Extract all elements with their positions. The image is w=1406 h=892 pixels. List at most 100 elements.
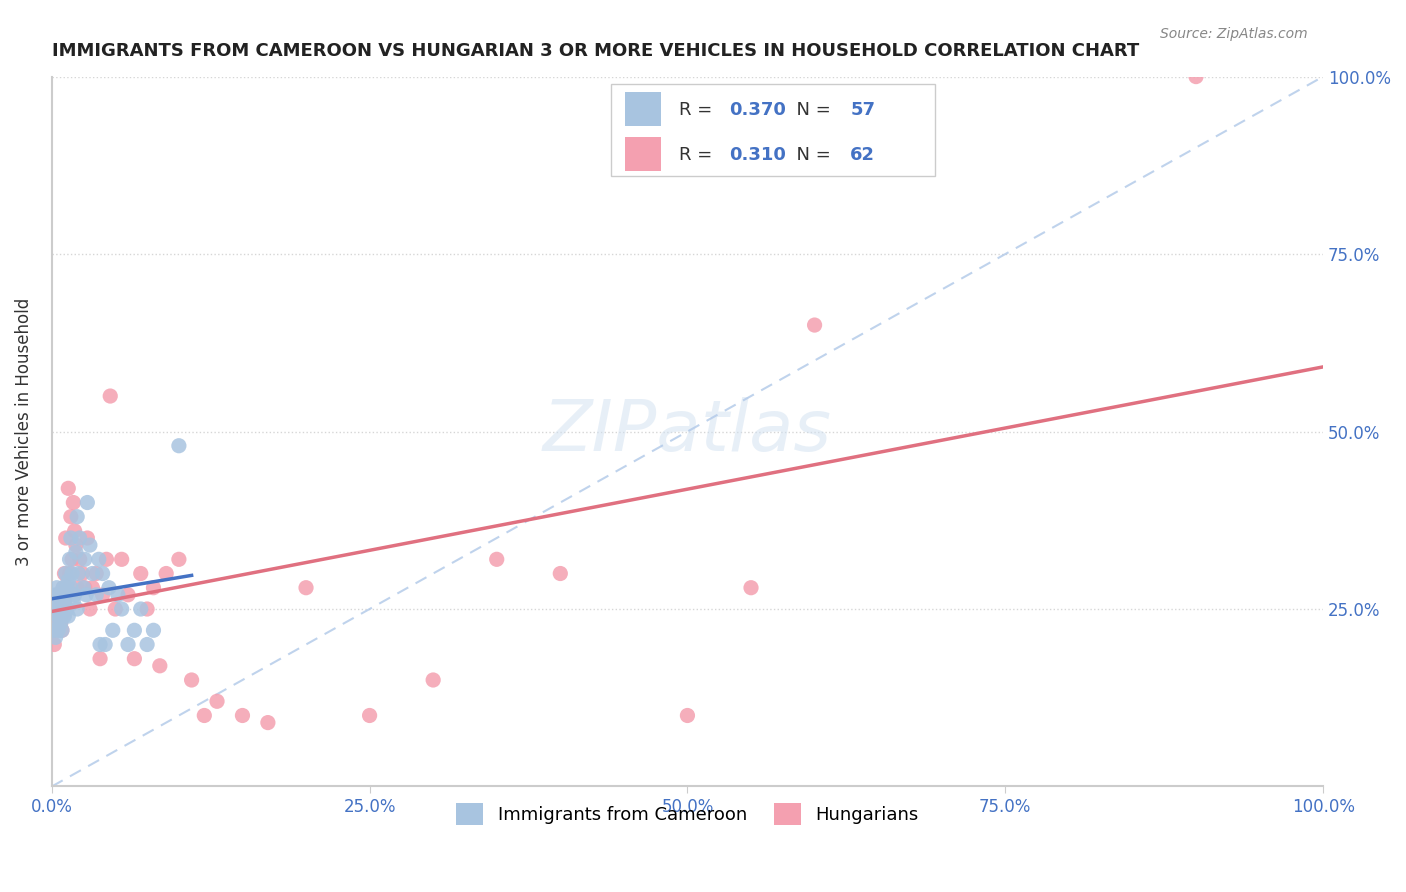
Hungarians <box>205 694 228 708</box>
Hungarians <box>111 552 134 566</box>
Immigrants from Cameroon <box>63 588 86 602</box>
Hungarians <box>60 552 83 566</box>
Hungarians <box>59 509 82 524</box>
Hungarians <box>73 581 96 595</box>
Hungarians <box>45 609 67 624</box>
Hungarians <box>142 581 165 595</box>
Hungarians <box>98 389 121 403</box>
Immigrants from Cameroon <box>101 624 124 638</box>
Hungarians <box>295 581 318 595</box>
Hungarians <box>231 708 253 723</box>
Text: R =: R = <box>679 146 717 164</box>
Hungarians <box>167 552 190 566</box>
Immigrants from Cameroon <box>94 638 117 652</box>
Immigrants from Cameroon <box>107 588 129 602</box>
Hungarians <box>124 651 146 665</box>
Hungarians <box>69 552 91 566</box>
Hungarians <box>65 538 87 552</box>
Hungarians <box>56 581 79 595</box>
Hungarians <box>49 616 72 631</box>
Hungarians <box>48 609 70 624</box>
Immigrants from Cameroon <box>89 638 111 652</box>
Immigrants from Cameroon <box>59 531 82 545</box>
Text: ZIPatlas: ZIPatlas <box>543 397 832 466</box>
Text: 57: 57 <box>851 101 875 119</box>
Hungarians <box>58 481 80 495</box>
Hungarians <box>52 609 75 624</box>
Hungarians <box>91 588 114 602</box>
Hungarians <box>48 595 70 609</box>
Bar <box>626 137 661 171</box>
Immigrants from Cameroon <box>56 602 79 616</box>
Hungarians <box>53 595 76 609</box>
Immigrants from Cameroon <box>79 538 101 552</box>
Hungarians <box>45 595 67 609</box>
Hungarians <box>740 581 762 595</box>
Hungarians <box>104 602 127 616</box>
Hungarians <box>155 566 177 581</box>
Immigrants from Cameroon <box>46 609 69 624</box>
Hungarians <box>51 624 73 638</box>
Immigrants from Cameroon <box>44 602 66 616</box>
Hungarians <box>117 588 139 602</box>
Hungarians <box>485 552 508 566</box>
Text: Source: ZipAtlas.com: Source: ZipAtlas.com <box>1160 27 1308 41</box>
Hungarians <box>129 566 152 581</box>
Hungarians <box>422 673 444 687</box>
Immigrants from Cameroon <box>48 588 70 602</box>
Hungarians <box>550 566 572 581</box>
Immigrants from Cameroon <box>65 545 87 559</box>
Immigrants from Cameroon <box>167 439 190 453</box>
Hungarians <box>180 673 202 687</box>
Hungarians <box>79 602 101 616</box>
Immigrants from Cameroon <box>52 602 75 616</box>
Immigrants from Cameroon <box>66 509 89 524</box>
Hungarians <box>676 708 699 723</box>
Hungarians <box>89 651 111 665</box>
Hungarians <box>193 708 215 723</box>
Text: N =: N = <box>786 146 837 164</box>
Immigrants from Cameroon <box>97 581 120 595</box>
Hungarians <box>45 624 67 638</box>
Immigrants from Cameroon <box>91 566 114 581</box>
Hungarians <box>46 616 69 631</box>
Immigrants from Cameroon <box>69 531 91 545</box>
Text: 0.370: 0.370 <box>730 101 786 119</box>
Immigrants from Cameroon <box>84 588 107 602</box>
Text: 0.310: 0.310 <box>730 146 786 164</box>
Immigrants from Cameroon <box>45 631 67 645</box>
Immigrants from Cameroon <box>45 616 67 631</box>
Immigrants from Cameroon <box>49 616 72 631</box>
Immigrants from Cameroon <box>142 624 165 638</box>
Legend: Immigrants from Cameroon, Hungarians: Immigrants from Cameroon, Hungarians <box>447 794 928 834</box>
Immigrants from Cameroon <box>51 624 73 638</box>
Hungarians <box>136 602 159 616</box>
Hungarians <box>66 581 89 595</box>
Hungarians <box>45 602 67 616</box>
Immigrants from Cameroon <box>49 609 72 624</box>
Hungarians <box>149 658 172 673</box>
Immigrants from Cameroon <box>76 495 98 509</box>
Immigrants from Cameroon <box>56 581 79 595</box>
Immigrants from Cameroon <box>136 638 159 652</box>
Text: N =: N = <box>786 101 837 119</box>
Immigrants from Cameroon <box>51 595 73 609</box>
Immigrants from Cameroon <box>45 581 67 595</box>
Immigrants from Cameroon <box>124 624 146 638</box>
Immigrants from Cameroon <box>87 552 110 566</box>
Immigrants from Cameroon <box>67 566 90 581</box>
Immigrants from Cameroon <box>82 566 104 581</box>
Hungarians <box>803 318 825 332</box>
Immigrants from Cameroon <box>75 588 97 602</box>
Immigrants from Cameroon <box>59 581 82 595</box>
Immigrants from Cameroon <box>60 566 83 581</box>
Immigrants from Cameroon <box>53 609 76 624</box>
Y-axis label: 3 or more Vehicles in Household: 3 or more Vehicles in Household <box>15 297 32 566</box>
Hungarians <box>257 715 280 730</box>
Immigrants from Cameroon <box>45 588 67 602</box>
FancyBboxPatch shape <box>612 84 935 176</box>
Hungarians <box>42 624 65 638</box>
Hungarians <box>58 566 80 581</box>
Immigrants from Cameroon <box>55 566 77 581</box>
Hungarians <box>72 566 94 581</box>
